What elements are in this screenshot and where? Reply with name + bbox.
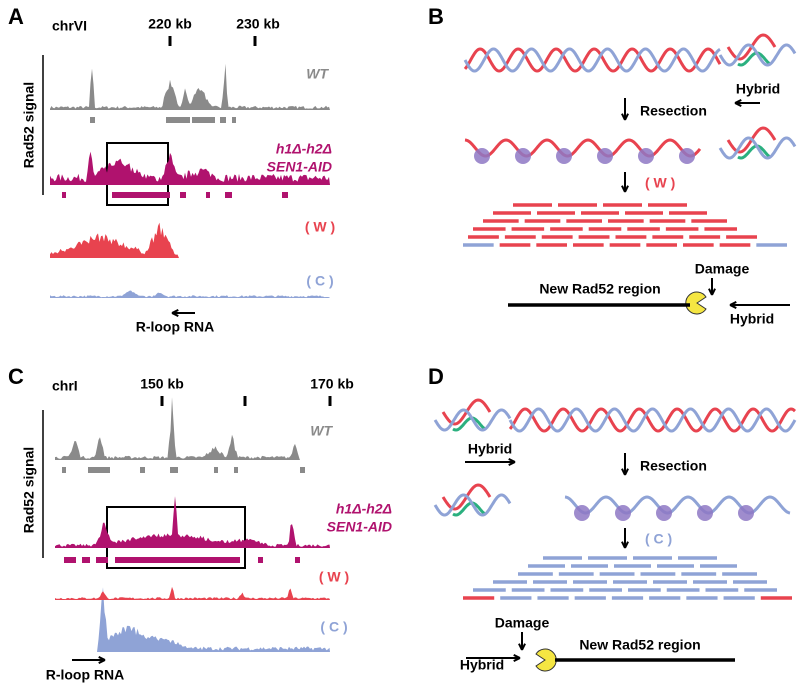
protein	[597, 148, 613, 164]
peak-call	[90, 117, 95, 123]
axis-label: Rad52 signal	[21, 82, 37, 168]
peak-call	[115, 557, 240, 563]
protein	[574, 505, 590, 521]
chromosome: chrI	[52, 378, 78, 394]
nuclease	[535, 648, 557, 672]
ssdna	[564, 495, 791, 515]
strand	[463, 47, 721, 73]
protein	[738, 505, 754, 521]
track-label: h1Δ-h2Δ	[336, 501, 392, 517]
panel-label: A	[8, 4, 24, 29]
strand	[452, 501, 486, 517]
peak-call	[62, 192, 66, 198]
position: 150 kb	[140, 376, 184, 392]
position: 220 kb	[148, 16, 192, 32]
peak-call	[214, 467, 218, 473]
protein	[556, 148, 572, 164]
track-label: ( C )	[320, 619, 347, 635]
signal-track	[50, 151, 330, 185]
peak-call	[232, 117, 236, 123]
hybrid-label: Hybrid	[468, 441, 512, 457]
region-label: New Rad52 region	[579, 637, 700, 653]
protein	[679, 148, 695, 164]
strand-label: ( W )	[645, 175, 675, 191]
peak-call	[140, 467, 145, 473]
strand	[508, 407, 797, 433]
peak-call	[234, 467, 238, 473]
peak-call	[295, 557, 300, 563]
track-label: ( C )	[306, 273, 333, 289]
hybrid-label: Hybrid	[736, 81, 780, 97]
track-label: WT	[310, 423, 333, 439]
strand	[452, 416, 486, 432]
protein	[697, 505, 713, 521]
panel-label: D	[428, 364, 444, 389]
strand-label: ( C )	[645, 531, 672, 547]
track-label: ( W )	[319, 569, 349, 585]
protein	[638, 148, 654, 164]
track-label: SEN1-AID	[267, 159, 332, 175]
signal-track	[50, 290, 330, 298]
position: 230 kb	[236, 16, 280, 32]
peak-call	[300, 467, 305, 473]
peak-call	[112, 192, 170, 198]
peak-call	[220, 117, 226, 123]
track-label: ( W )	[305, 219, 335, 235]
peak-call	[170, 467, 178, 473]
peak-call	[225, 192, 232, 198]
ssdna	[464, 138, 702, 158]
track-label: h1Δ-h2Δ	[276, 141, 332, 157]
peak-call	[180, 192, 186, 198]
hybrid-label: Hybrid	[460, 657, 504, 673]
strand	[737, 51, 771, 67]
signal-track	[55, 496, 330, 548]
peak-call	[64, 557, 76, 563]
strand	[718, 136, 797, 160]
chromosome: chrVI	[52, 18, 87, 34]
signal-track	[50, 222, 330, 258]
strand	[433, 408, 512, 432]
peak-call	[82, 557, 90, 563]
step-label: Resection	[640, 458, 707, 474]
peak-call	[258, 557, 263, 563]
strand	[508, 407, 797, 433]
peak-call	[62, 467, 66, 473]
track-label: SEN1-AID	[327, 519, 392, 535]
peak-call	[206, 192, 210, 198]
signal-track	[55, 587, 330, 652]
strand	[433, 493, 512, 517]
panel-label: C	[8, 364, 24, 389]
peak-call	[88, 467, 110, 473]
protein	[515, 148, 531, 164]
track-label: WT	[306, 66, 329, 82]
signal-track	[55, 586, 330, 600]
strand	[737, 144, 771, 160]
peak-call	[166, 117, 190, 123]
strand	[718, 43, 797, 67]
peak-call	[96, 557, 108, 563]
signal-track	[55, 397, 300, 460]
signal-track	[50, 63, 330, 110]
nuclease	[685, 291, 707, 315]
region-label: New Rad52 region	[539, 281, 660, 297]
rna-label: R-loop RNA	[136, 319, 215, 335]
peak-call	[282, 192, 288, 198]
damage-label: Damage	[495, 615, 550, 631]
protein	[656, 505, 672, 521]
hybrid-label: Hybrid	[730, 311, 774, 327]
protein	[615, 505, 631, 521]
protein	[474, 148, 490, 164]
step-label: Resection	[640, 103, 707, 119]
rna-label: R-loop RNA	[46, 667, 125, 683]
position: 170 kb	[310, 376, 354, 392]
damage-label: Damage	[695, 261, 750, 277]
peak-call	[192, 117, 215, 123]
panel-label: B	[428, 4, 444, 29]
axis-label: Rad52 signal	[21, 447, 37, 533]
